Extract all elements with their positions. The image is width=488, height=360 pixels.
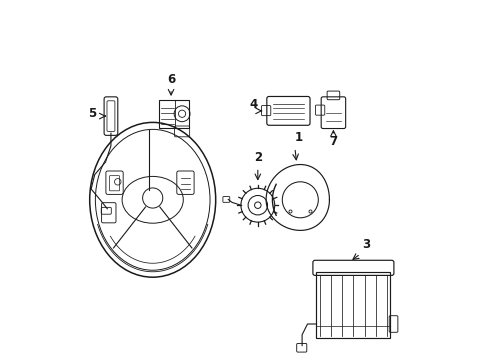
Text: 6: 6 bbox=[166, 73, 175, 86]
Text: 7: 7 bbox=[329, 135, 337, 148]
Text: 4: 4 bbox=[249, 98, 258, 111]
Text: 5: 5 bbox=[88, 107, 96, 120]
Text: 1: 1 bbox=[294, 131, 302, 144]
Text: 3: 3 bbox=[361, 238, 369, 251]
Text: 2: 2 bbox=[253, 151, 262, 164]
